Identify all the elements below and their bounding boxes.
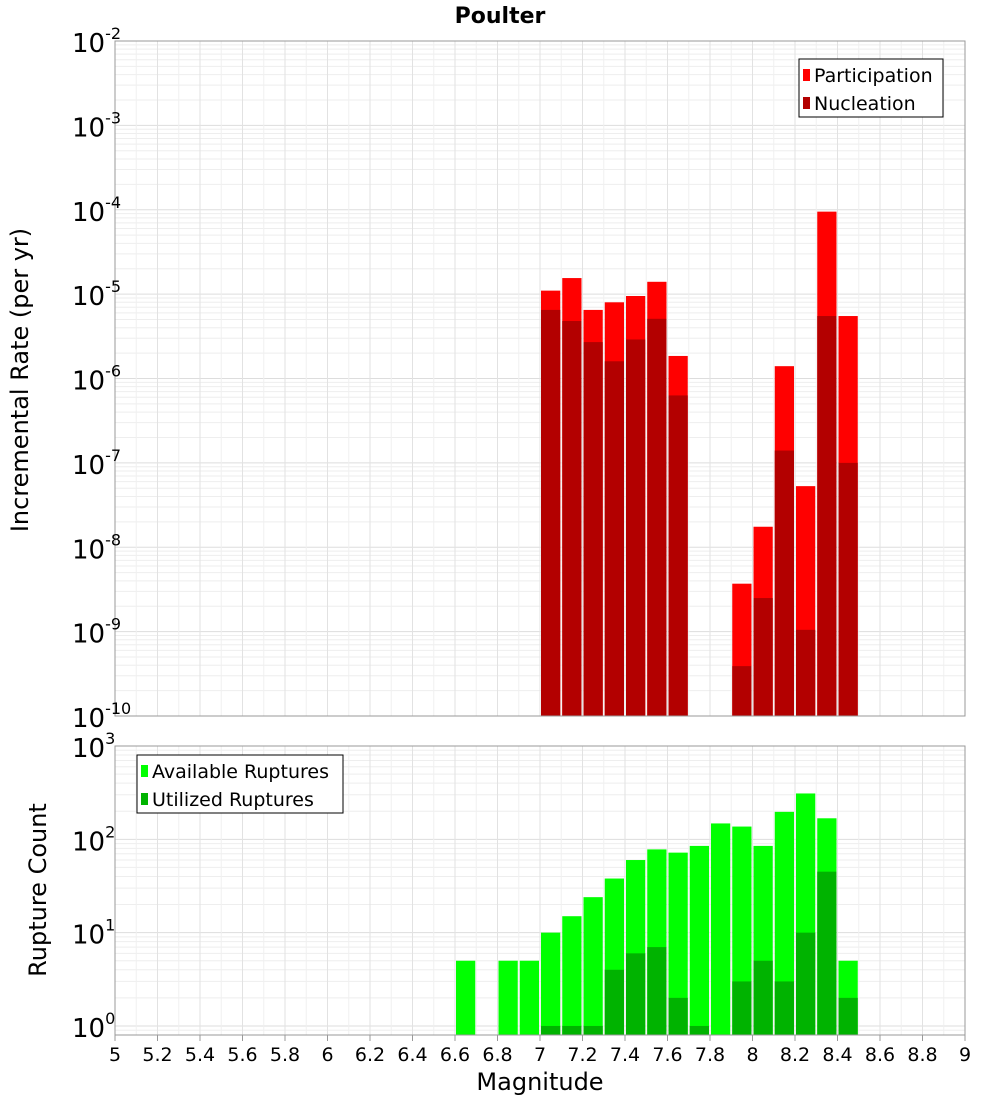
bar-nucleation xyxy=(753,598,773,716)
chart-title: Poulter xyxy=(455,4,546,29)
x-axis-label: Magnitude xyxy=(476,1068,603,1096)
bar-nucleation xyxy=(668,395,688,716)
x-tick-label: 7.8 xyxy=(695,1044,725,1066)
legend-swatch xyxy=(803,69,810,81)
x-tick-label: 8.4 xyxy=(822,1044,852,1066)
y-tick-label: 101 xyxy=(72,916,115,951)
bar-nucleation xyxy=(541,309,561,716)
bar-available-ruptures xyxy=(583,897,603,1035)
legend-swatch xyxy=(141,793,148,805)
y-tick-label: 10-7 xyxy=(72,446,121,481)
bar-available-ruptures xyxy=(541,932,561,1035)
x-tick-label: 7.4 xyxy=(610,1044,640,1066)
legend: Participation Nucleation xyxy=(798,58,944,118)
legend-label: Nucleation xyxy=(814,93,916,115)
bar-available-ruptures xyxy=(456,960,476,1035)
y-tick-label: 100 xyxy=(72,1009,115,1044)
y-tick-label: 10-4 xyxy=(72,193,121,228)
bar-available-ruptures xyxy=(689,845,709,1035)
bar-nucleation xyxy=(604,361,624,716)
bar-nucleation xyxy=(817,316,837,716)
bar-utilized-ruptures xyxy=(604,969,624,1035)
x-tick-label: 6.4 xyxy=(397,1044,427,1066)
bar-utilized-ruptures xyxy=(732,981,752,1035)
bar-utilized-ruptures xyxy=(668,997,688,1035)
bar-utilized-ruptures xyxy=(796,932,816,1035)
legend-label: Participation xyxy=(814,65,933,87)
bar-utilized-ruptures xyxy=(647,947,667,1035)
bar-utilized-ruptures xyxy=(626,953,646,1035)
bar-available-ruptures xyxy=(774,811,794,1035)
participation-nucleation-panel: 10-10 10-9 10-8 10-7 10-6 10-5 10-4 10-3 10-2 Par… xyxy=(72,24,966,734)
bar-utilized-ruptures xyxy=(583,1025,603,1035)
bar-available-ruptures xyxy=(711,823,731,1035)
bar-nucleation xyxy=(774,450,794,716)
x-tick-label: 6.2 xyxy=(355,1044,385,1066)
bar-utilized-ruptures xyxy=(562,1025,582,1035)
bar-nucleation xyxy=(626,339,646,716)
bar-nucleation xyxy=(583,342,603,716)
legend: Available Ruptures Utilized Ruptures xyxy=(136,754,344,814)
top-y-axis-label: Incremental Rate (per yr) xyxy=(6,228,34,532)
x-tick-label: 6.6 xyxy=(440,1044,470,1066)
x-tick-label: 7.6 xyxy=(652,1044,682,1066)
bar-utilized-ruptures xyxy=(689,1025,709,1035)
bar-available-ruptures xyxy=(498,960,518,1035)
y-tick-label: 10-2 xyxy=(72,24,121,59)
bar-nucleation xyxy=(562,321,582,716)
x-tick-label: 8.6 xyxy=(865,1044,895,1066)
x-tick-label: 5 xyxy=(109,1044,121,1066)
bar-utilized-ruptures xyxy=(774,981,794,1035)
bar-available-ruptures xyxy=(562,916,582,1035)
grid xyxy=(114,41,966,717)
bar-utilized-ruptures xyxy=(838,997,858,1035)
y-tick-label: 10-6 xyxy=(72,362,121,397)
y-tick-label: 103 xyxy=(72,729,115,764)
bottom-y-axis-label: Rupture Count xyxy=(24,803,52,977)
x-tick-label: 6.8 xyxy=(482,1044,512,1066)
legend-label: Available Ruptures xyxy=(152,761,329,783)
y-tick-label: 10-3 xyxy=(72,108,121,143)
legend-box xyxy=(798,58,944,118)
x-tick-label: 5.8 xyxy=(270,1044,300,1066)
bar-nucleation xyxy=(647,318,667,716)
bar-available-ruptures xyxy=(519,960,539,1035)
bar-available-ruptures xyxy=(668,852,688,1035)
bar-nucleation xyxy=(732,666,752,716)
bar-nucleation xyxy=(796,629,816,716)
bar-nucleation xyxy=(838,462,858,716)
x-tick-label: 5.4 xyxy=(185,1044,215,1066)
x-tick-label: 6 xyxy=(321,1044,333,1066)
x-tick-label: 8.8 xyxy=(907,1044,937,1066)
legend-label: Utilized Ruptures xyxy=(152,789,314,811)
x-tick-label: 5.2 xyxy=(142,1044,172,1066)
x-tick-label: 7.2 xyxy=(567,1044,597,1066)
legend-swatch xyxy=(803,97,810,109)
x-tick-label: 9 xyxy=(959,1044,971,1066)
bar-utilized-ruptures xyxy=(753,960,773,1035)
y-tick-label: 10-10 xyxy=(72,699,131,734)
legend-swatch xyxy=(141,765,148,777)
y-tick-label: 102 xyxy=(72,822,115,857)
x-tick-label: 5.6 xyxy=(227,1044,257,1066)
x-tick-label: 8 xyxy=(746,1044,758,1066)
y-tick-label: 10-9 xyxy=(72,615,121,650)
bar-utilized-ruptures xyxy=(541,1025,561,1035)
legend-box xyxy=(136,754,344,814)
y-tick-label: 10-5 xyxy=(72,277,121,312)
x-tick-label: 7 xyxy=(534,1044,546,1066)
x-tick-label: 8.2 xyxy=(780,1044,810,1066)
y-tick-label: 10-8 xyxy=(72,530,121,565)
plot-frame xyxy=(114,40,966,717)
bar-utilized-ruptures xyxy=(817,871,837,1035)
